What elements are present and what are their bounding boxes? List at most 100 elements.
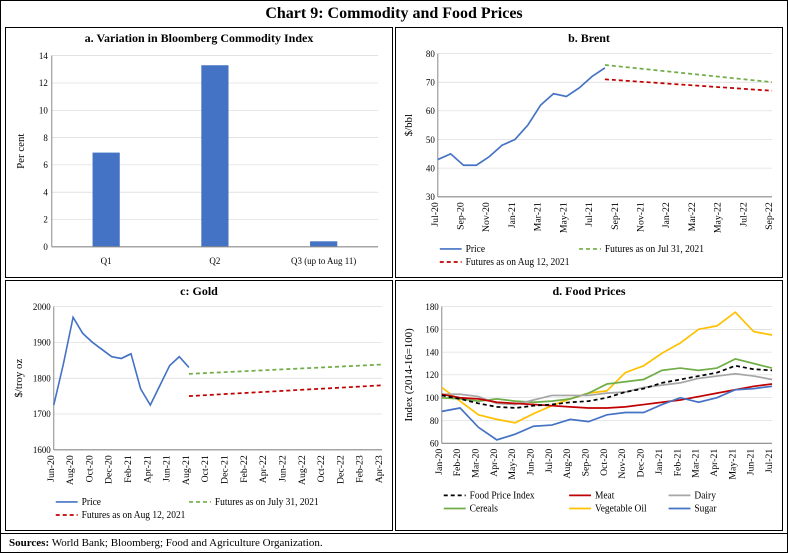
svg-text:70: 70 <box>426 78 435 88</box>
svg-text:Sep-22: Sep-22 <box>765 202 775 230</box>
svg-text:Mar-20: Mar-20 <box>472 448 482 477</box>
svg-text:Nov-21: Nov-21 <box>637 202 647 232</box>
svg-text:Sugar: Sugar <box>694 503 717 514</box>
svg-text:Apr-21: Apr-21 <box>710 448 720 476</box>
panel-c-title: c: Gold <box>10 283 388 300</box>
svg-text:Cereals: Cereals <box>470 503 498 514</box>
svg-text:60: 60 <box>426 107 435 117</box>
svg-text:May-21: May-21 <box>560 202 570 233</box>
svg-text:Apr-21: Apr-21 <box>144 455 154 483</box>
svg-text:Food Price Index: Food Price Index <box>470 490 535 501</box>
svg-text:2: 2 <box>43 215 48 225</box>
svg-text:Futures as on Jul 31, 2021: Futures as on Jul 31, 2021 <box>605 244 704 255</box>
svg-text:Oct-20: Oct-20 <box>600 448 610 475</box>
svg-text:Feb-22: Feb-22 <box>240 455 250 483</box>
svg-text:Price: Price <box>466 244 486 255</box>
svg-text:Mar-22: Mar-22 <box>688 202 698 231</box>
svg-text:Q1: Q1 <box>101 257 112 267</box>
panel-b-title: b. Brent <box>400 30 778 47</box>
svg-text:$/bbl: $/bbl <box>404 114 415 136</box>
sources-text: World Bank; Bloomberg; Food and Agricult… <box>49 537 322 549</box>
svg-text:Apr-20: Apr-20 <box>490 448 500 476</box>
panel-a: a. Variation in Bloomberg Commodity Inde… <box>5 27 393 278</box>
svg-text:Aug-20: Aug-20 <box>564 448 574 478</box>
svg-text:Sep-20: Sep-20 <box>457 202 467 230</box>
svg-text:1900: 1900 <box>33 338 51 348</box>
sources-footer: Sources: World Bank; Bloomberg; Food and… <box>1 533 787 552</box>
svg-text:$/troy oz: $/troy oz <box>14 358 25 397</box>
svg-text:May-22: May-22 <box>714 202 724 233</box>
svg-text:Sep-20: Sep-20 <box>582 448 592 476</box>
svg-text:Oct-21: Oct-21 <box>202 455 212 482</box>
svg-text:Feb-21: Feb-21 <box>674 448 684 476</box>
svg-text:4: 4 <box>43 188 48 198</box>
svg-text:Jan-22: Jan-22 <box>663 202 673 228</box>
svg-text:May-20: May-20 <box>508 448 518 479</box>
svg-text:Meat: Meat <box>595 490 615 501</box>
svg-text:Jul-20: Jul-20 <box>545 448 555 473</box>
svg-text:May-21: May-21 <box>729 448 739 479</box>
svg-text:Dec-20: Dec-20 <box>105 455 115 484</box>
svg-text:180: 180 <box>425 302 439 312</box>
svg-text:160: 160 <box>425 325 439 335</box>
svg-text:Vegetable Oil: Vegetable Oil <box>595 503 647 514</box>
panel-d: d. Food Prices 6080100120140160180Jan-20… <box>395 280 783 531</box>
svg-text:Oct-20: Oct-20 <box>86 455 96 482</box>
svg-text:Q2: Q2 <box>209 257 220 267</box>
panel-b: b. Brent 304050607080Jul-20Sep-20Nov-20J… <box>395 27 783 278</box>
svg-text:Apr-23: Apr-23 <box>375 455 385 483</box>
panel-a-title: a. Variation in Bloomberg Commodity Inde… <box>10 30 388 47</box>
svg-text:Jul-20: Jul-20 <box>431 202 441 227</box>
svg-text:Aug-20: Aug-20 <box>66 455 76 485</box>
svg-text:140: 140 <box>425 348 439 358</box>
svg-text:1800: 1800 <box>33 374 51 384</box>
svg-text:0: 0 <box>43 243 48 253</box>
svg-text:40: 40 <box>426 164 435 174</box>
svg-text:Oct-22: Oct-22 <box>317 455 327 482</box>
sources-label: Sources: <box>9 537 49 549</box>
svg-text:Jun-21: Jun-21 <box>163 455 173 482</box>
svg-text:50: 50 <box>426 135 435 145</box>
chart-grid: a. Variation in Bloomberg Commodity Inde… <box>1 25 787 533</box>
svg-text:Jan-20: Jan-20 <box>435 448 445 474</box>
svg-text:Jun-20: Jun-20 <box>527 448 537 475</box>
svg-text:80: 80 <box>430 416 439 426</box>
panel-a-chart: 0 2 4 6 8 10 12 14 Per cent Q1 Q2 Q3 (up to Aug 11) <box>10 47 388 275</box>
svg-text:10: 10 <box>39 106 48 116</box>
svg-text:Per cent: Per cent <box>16 133 27 168</box>
main-title: Chart 9: Commodity and Food Prices <box>1 1 787 25</box>
svg-text:8: 8 <box>43 134 48 144</box>
svg-text:14: 14 <box>39 52 48 62</box>
svg-text:12: 12 <box>39 79 48 89</box>
svg-text:Dec-20: Dec-20 <box>637 448 647 477</box>
svg-text:Price: Price <box>82 497 102 508</box>
svg-text:Jun-21: Jun-21 <box>747 448 757 475</box>
svg-text:Feb-21: Feb-21 <box>124 455 134 483</box>
svg-text:Dec-21: Dec-21 <box>221 455 231 484</box>
svg-text:Dairy: Dairy <box>694 490 716 501</box>
svg-text:100: 100 <box>425 394 439 404</box>
svg-text:Index (2014-16=100): Index (2014-16=100) <box>404 328 415 422</box>
svg-text:Futures as on Aug 12, 2021: Futures as on Aug 12, 2021 <box>82 510 186 521</box>
svg-text:Q3 (up to Aug 11): Q3 (up to Aug 11) <box>291 256 356 267</box>
svg-text:Futures as on July 31, 2021: Futures as on July 31, 2021 <box>215 497 319 508</box>
svg-text:Jul-22: Jul-22 <box>740 202 750 227</box>
svg-text:Sep-21: Sep-21 <box>611 202 621 230</box>
svg-text:Apr-22: Apr-22 <box>259 455 269 483</box>
svg-text:2000: 2000 <box>33 302 51 312</box>
svg-text:Jan-21: Jan-21 <box>508 202 518 228</box>
svg-text:Dec-22: Dec-22 <box>337 455 347 484</box>
svg-text:6: 6 <box>43 161 48 171</box>
panel-c: c: Gold 16001700180019002000Jun-20Aug-20… <box>5 280 393 531</box>
panel-d-chart: 6080100120140160180Jan-20Feb-20Mar-20Apr… <box>400 300 778 528</box>
svg-text:Aug-21: Aug-21 <box>182 455 192 485</box>
svg-text:Aug-22: Aug-22 <box>298 455 308 485</box>
svg-text:Nov-20: Nov-20 <box>619 448 629 478</box>
svg-text:120: 120 <box>425 371 439 381</box>
svg-text:Jun-22: Jun-22 <box>279 455 289 482</box>
svg-text:80: 80 <box>426 49 435 59</box>
svg-text:Feb-23: Feb-23 <box>356 455 366 483</box>
svg-text:Nov-20: Nov-20 <box>483 202 493 232</box>
panel-b-chart: 304050607080Jul-20Sep-20Nov-20Jan-21Mar-… <box>400 47 778 275</box>
svg-text:Mar-21: Mar-21 <box>692 448 702 477</box>
